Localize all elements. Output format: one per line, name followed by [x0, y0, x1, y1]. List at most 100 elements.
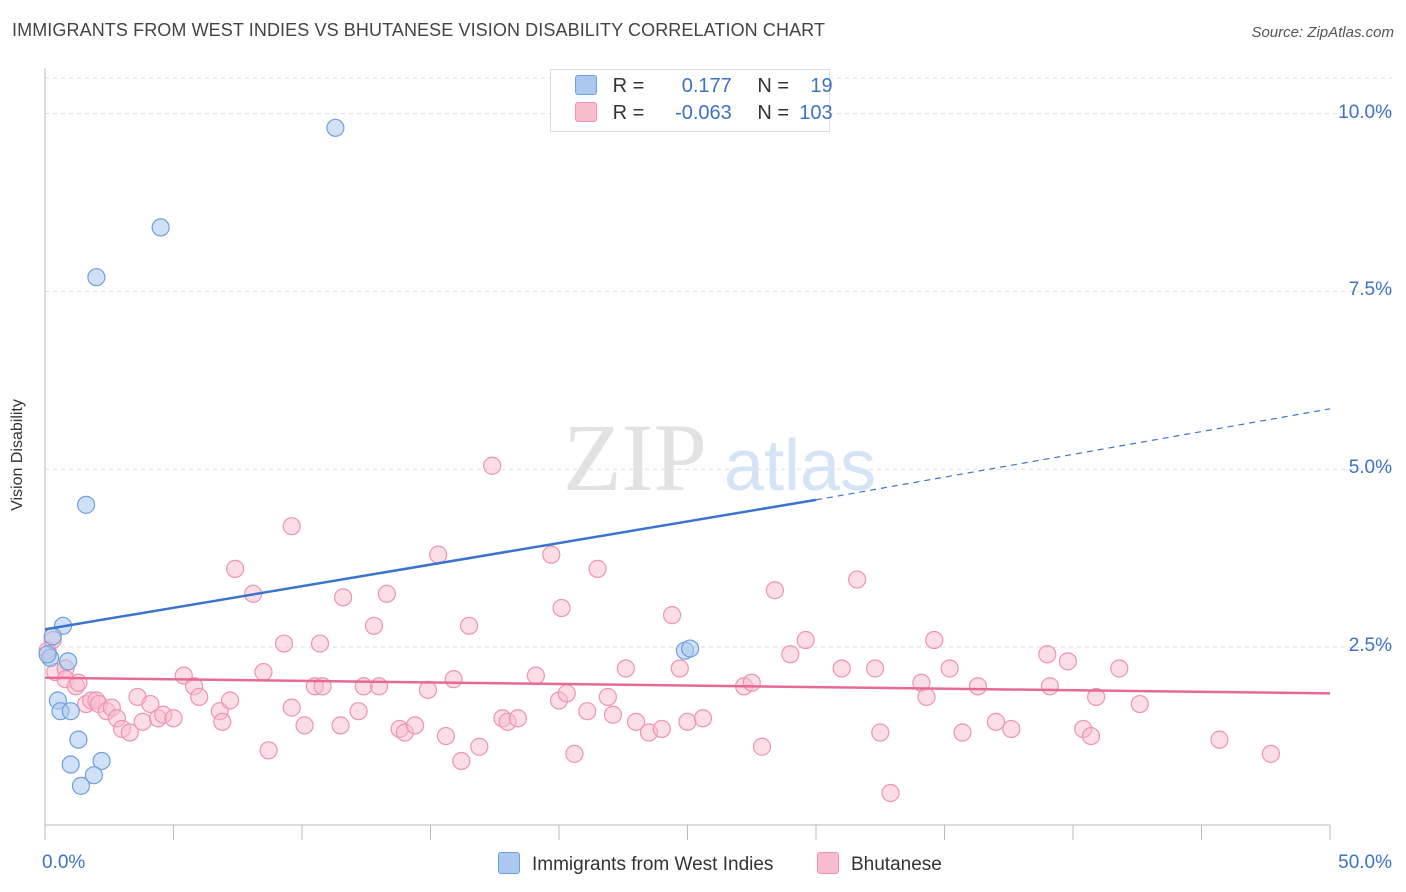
- bhutanese-point: [626, 712, 646, 731]
- bhutanese-point: [866, 659, 885, 678]
- y-tick-label: 2.5%: [1348, 635, 1392, 657]
- bhutanese-point: [968, 677, 988, 696]
- x-tick-min: 0.0%: [42, 852, 86, 873]
- x-tick-max: 50.0%: [1338, 852, 1392, 873]
- bhutanese-point: [1002, 719, 1021, 739]
- bhutanese-point: [331, 716, 350, 735]
- legend-bhutanese-n: 103: [799, 102, 833, 124]
- west-indies-point: [71, 776, 91, 795]
- bhutanese-point: [742, 673, 761, 692]
- west-indies-point: [43, 627, 62, 646]
- bhutanese-point: [588, 559, 607, 578]
- watermark-atlas: atlas: [724, 426, 876, 506]
- west-indies-point: [680, 639, 700, 658]
- west-indies-point: [84, 766, 103, 785]
- bhutanese-point: [483, 456, 502, 475]
- bhutanese-point: [190, 687, 209, 707]
- bhutanese-point: [953, 723, 972, 742]
- bhutanese-point: [282, 698, 301, 717]
- watermark-zip: ZIP: [563, 404, 707, 511]
- bhutanese-point: [678, 712, 697, 731]
- bhutanese-point: [220, 691, 240, 710]
- bhutanese-point: [925, 630, 944, 650]
- bhutanese-point: [871, 723, 890, 742]
- bhutanese-point: [133, 712, 152, 731]
- bhutanese-point: [832, 659, 851, 678]
- legend-row-west-indies: R = 0.177 N = 19: [575, 75, 833, 97]
- bhutanese-point: [881, 783, 900, 803]
- bhutanese-point: [213, 712, 232, 731]
- y-tick-label: 7.5%: [1348, 279, 1392, 301]
- bhutanese-point: [542, 545, 561, 564]
- y-tick-label: 5.0%: [1348, 457, 1392, 479]
- west-indies-trend-extension: [815, 408, 1331, 501]
- bhutanese-point: [429, 545, 448, 564]
- bhutanese-point: [652, 719, 671, 739]
- west-indies-swatch: [498, 852, 520, 874]
- bhutanese-point: [940, 659, 959, 678]
- legend-r-label: R =: [612, 102, 645, 124]
- bhutanese-point: [986, 712, 1006, 731]
- bottom-legend-west-indies: Immigrants from West Indies: [498, 852, 773, 876]
- bhutanese-point: [1038, 645, 1057, 664]
- bhutanese-trend-line: [44, 676, 1331, 695]
- bhutanese-point: [526, 666, 545, 685]
- bhutanese-point: [141, 694, 160, 714]
- bhutanese-swatch: [817, 852, 839, 874]
- bhutanese-point: [552, 598, 571, 618]
- bhutanese-point: [765, 581, 784, 600]
- bhutanese-point: [259, 741, 278, 760]
- bottom-legend-label: Immigrants from West Indies: [532, 854, 774, 875]
- bhutanese-point: [164, 709, 183, 728]
- west-indies-point: [61, 755, 80, 774]
- west-indies-point: [59, 652, 78, 671]
- bhutanese-point: [1040, 677, 1059, 696]
- bhutanese-point: [1130, 694, 1149, 714]
- bhutanese-point: [274, 634, 294, 653]
- bhutanese-point: [917, 687, 936, 707]
- bhutanese-point: [310, 634, 330, 653]
- bhutanese-point: [752, 737, 772, 756]
- west-indies-point: [87, 268, 106, 287]
- trend-lines: [44, 408, 1331, 695]
- west-indies-point: [77, 495, 96, 514]
- bhutanese-point: [295, 716, 314, 735]
- axes: [44, 68, 1331, 840]
- bhutanese-point: [616, 659, 635, 678]
- bhutanese-point: [334, 588, 353, 607]
- west-indies-trend-line: [44, 498, 817, 631]
- bhutanese-point: [693, 709, 713, 728]
- bhutanese-point: [662, 606, 682, 625]
- legend-r-label: R =: [612, 75, 645, 97]
- bhutanese-point: [848, 570, 867, 589]
- y-tick-label: 10.0%: [1338, 101, 1392, 123]
- legend-row-bhutanese: R = -0.063 N = 103: [575, 102, 833, 124]
- chart-title: IMMIGRANTS FROM WEST INDIES VS BHUTANESE…: [12, 20, 826, 40]
- legend-west-indies-r: 0.177: [681, 75, 732, 97]
- bhutanese-point: [1081, 726, 1101, 746]
- bhutanese-point: [557, 684, 576, 703]
- west-indies-point: [69, 730, 88, 749]
- bhutanese-point: [508, 709, 527, 728]
- west-indies-swatch: [575, 75, 597, 95]
- watermark: ZIP atlas: [563, 404, 876, 511]
- bhutanese-point: [418, 680, 438, 699]
- bhutanese-point: [781, 645, 800, 664]
- bhutanese-point: [603, 705, 623, 724]
- bhutanese-point: [1058, 652, 1077, 671]
- correlation-legend: R = 0.177 N = 19 R = -0.063 N = 103: [550, 69, 833, 132]
- bhutanese-point: [470, 737, 489, 756]
- west-indies-points: [38, 118, 700, 795]
- bhutanese-swatch: [575, 102, 597, 122]
- bhutanese-point: [670, 659, 689, 678]
- bhutanese-point: [565, 744, 584, 763]
- bhutanese-point: [405, 716, 425, 735]
- west-indies-point: [61, 702, 80, 721]
- bhutanese-point: [436, 726, 456, 746]
- bhutanese-point: [1261, 744, 1280, 763]
- legend-bhutanese-r: -0.063: [675, 102, 732, 124]
- bhutanese-point: [370, 677, 389, 696]
- bhutanese-point: [796, 630, 815, 650]
- legend-west-indies-n: 19: [810, 75, 833, 97]
